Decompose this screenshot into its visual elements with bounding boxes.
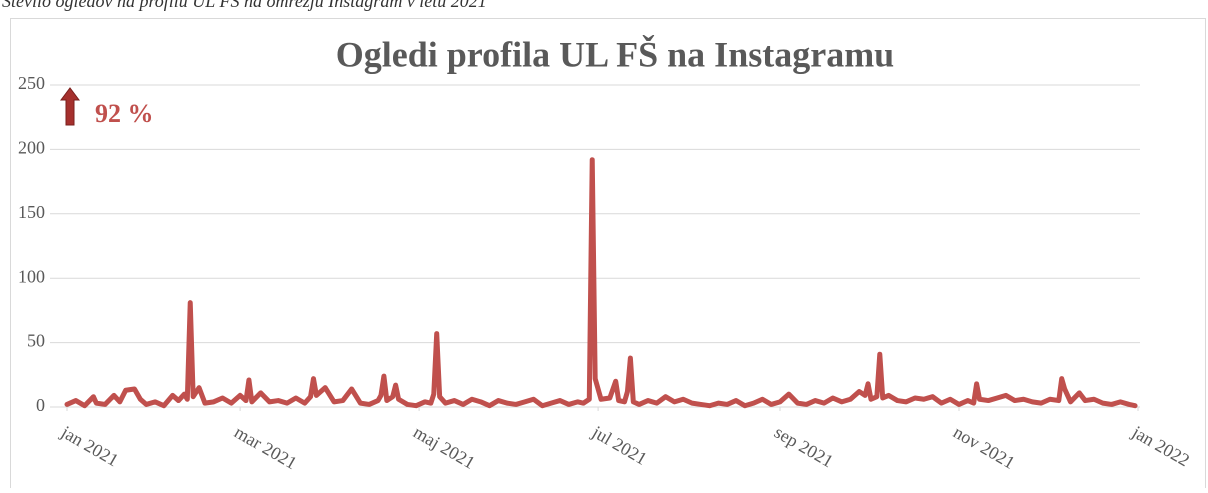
caption: Število ogledov na profilu UL FŠ na omre… [2, 0, 487, 11]
annotation: 92 % [95, 99, 154, 128]
y-tick-label: 250 [18, 73, 45, 93]
x-tick-label: jan 2022 [1128, 421, 1193, 470]
y-tick-label: 150 [18, 202, 45, 222]
x-tick-label: jan 2021 [57, 421, 122, 470]
y-tick-label: 50 [27, 331, 45, 351]
chart-title: Ogledi profila UL FŠ na Instagramu [336, 34, 894, 74]
x-tick-label: mar 2021 [231, 422, 300, 474]
x-tick-label: sep 2021 [771, 422, 837, 472]
y-tick-label: 100 [18, 266, 45, 286]
y-tick-label: 0 [36, 395, 45, 415]
chart-frame [10, 18, 1206, 493]
up-arrow [60, 87, 80, 126]
x-tick-label: maj 2021 [410, 422, 478, 473]
data-line [64, 157, 1138, 409]
y-tick-label: 200 [18, 138, 45, 158]
x-tick-label: jul 2021 [588, 421, 650, 469]
x-tick-label: nov 2021 [950, 422, 1018, 473]
